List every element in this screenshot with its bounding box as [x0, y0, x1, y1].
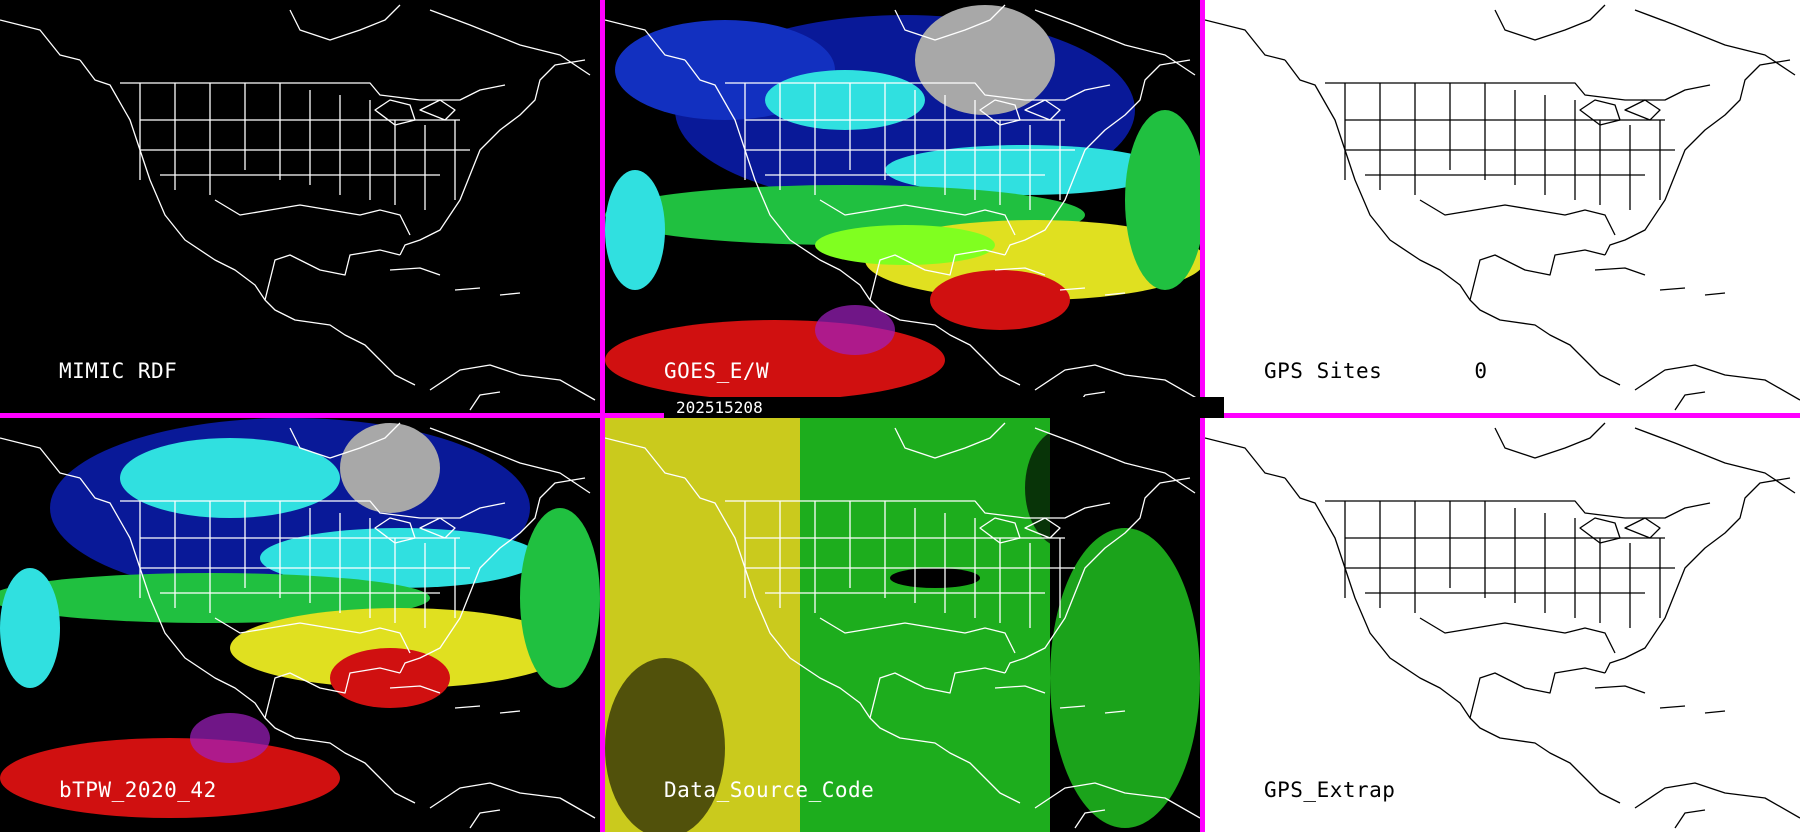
source-imagery [605, 418, 1200, 832]
panel-label: MIMIC RDF [59, 359, 178, 383]
map-btpw [0, 418, 600, 829]
panel-gps-sites: GPS Sites 0 [1205, 0, 1800, 413]
tpw-imagery [0, 418, 600, 818]
panel-data-source-code: Data_Source_Code [605, 418, 1200, 832]
panel-goes-ew: GOES_E/W [605, 0, 1200, 413]
map-gps-sites [1205, 4, 1800, 411]
map-gps-extrap [1205, 422, 1800, 829]
map-goes-ew [605, 4, 1200, 411]
timestamp-bar: 202515208 [664, 397, 1224, 418]
panel-label: GOES_E/W [664, 359, 770, 383]
panel-label: bTPW_2020_42 [59, 778, 217, 802]
map-mimic-rdf [0, 4, 596, 411]
gps-sites-count: 0 [1474, 359, 1488, 383]
panel-label: GPS_Extrap [1264, 778, 1396, 802]
panel-mimic-rdf: MIMIC RDF [0, 0, 600, 413]
panel-label: GPS Sites 0 [1264, 359, 1487, 383]
panel-btpw: bTPW_2020_42 [0, 418, 600, 832]
tpw-imagery [605, 5, 1200, 400]
panel-gps-extrap: GPS_Extrap [1205, 418, 1800, 832]
panel-label: Data_Source_Code [664, 778, 875, 802]
gps-sites-label: GPS Sites [1264, 359, 1383, 383]
map-data-source-code [605, 418, 1200, 832]
separator-vertical-left [600, 0, 605, 832]
